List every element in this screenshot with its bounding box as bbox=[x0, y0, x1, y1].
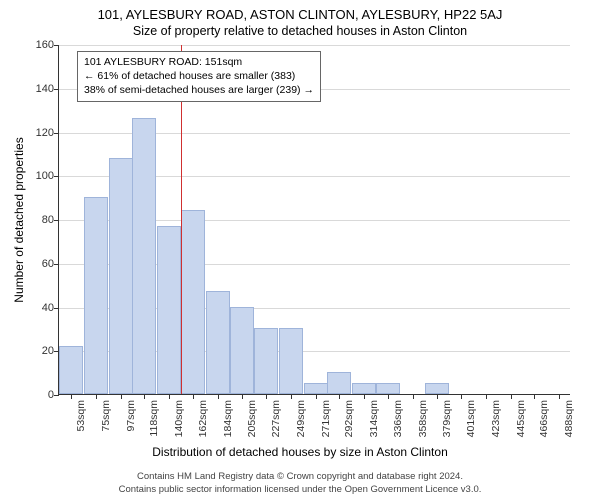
ytick-label: 20 bbox=[42, 345, 54, 357]
chart-title-line1: 101, AYLESBURY ROAD, ASTON CLINTON, AYLE… bbox=[0, 0, 600, 24]
xtick-label: 466sqm bbox=[538, 400, 550, 437]
histogram-bar bbox=[376, 383, 400, 394]
ytick-mark bbox=[54, 395, 59, 396]
xtick-mark bbox=[511, 394, 512, 399]
histogram-bar bbox=[230, 307, 254, 395]
xtick-label: 205sqm bbox=[246, 400, 258, 437]
histogram-bar bbox=[181, 210, 205, 394]
xtick-mark bbox=[339, 394, 340, 399]
chart-container: 101, AYLESBURY ROAD, ASTON CLINTON, AYLE… bbox=[0, 0, 600, 500]
histogram-bar bbox=[425, 383, 449, 394]
histogram-bar bbox=[109, 158, 133, 394]
ytick-mark bbox=[54, 89, 59, 90]
xtick-label: 75sqm bbox=[100, 400, 112, 432]
xtick-label: 53sqm bbox=[75, 400, 87, 432]
xtick-mark bbox=[144, 394, 145, 399]
xtick-label: 162sqm bbox=[197, 400, 209, 437]
xtick-mark bbox=[71, 394, 72, 399]
annotation-line2: ← 61% of detached houses are smaller (38… bbox=[84, 69, 314, 83]
xtick-label: 227sqm bbox=[270, 400, 282, 437]
histogram-bar bbox=[84, 197, 108, 394]
ytick-mark bbox=[54, 45, 59, 46]
ytick-label: 40 bbox=[42, 302, 54, 314]
xtick-mark bbox=[486, 394, 487, 399]
xtick-mark bbox=[534, 394, 535, 399]
ytick-label: 100 bbox=[36, 170, 54, 182]
y-axis-label: Number of detached properties bbox=[12, 137, 26, 302]
xtick-mark bbox=[266, 394, 267, 399]
xtick-mark bbox=[242, 394, 243, 399]
histogram-bar bbox=[279, 328, 303, 394]
xtick-label: 249sqm bbox=[295, 400, 307, 437]
xtick-mark bbox=[388, 394, 389, 399]
ytick-mark bbox=[54, 133, 59, 134]
histogram-bar bbox=[59, 346, 83, 394]
xtick-label: 292sqm bbox=[343, 400, 355, 437]
ytick-label: 140 bbox=[36, 83, 54, 95]
xtick-mark bbox=[364, 394, 365, 399]
xtick-mark bbox=[316, 394, 317, 399]
chart-title-line2: Size of property relative to detached ho… bbox=[0, 24, 600, 42]
xtick-label: 97sqm bbox=[125, 400, 137, 432]
histogram-bar bbox=[157, 226, 181, 394]
footer-line2: Contains public sector information licen… bbox=[0, 484, 600, 497]
ytick-label: 0 bbox=[48, 389, 54, 401]
ytick-mark bbox=[54, 351, 59, 352]
xtick-label: 445sqm bbox=[515, 400, 527, 437]
annotation-box: 101 AYLESBURY ROAD: 151sqm ← 61% of deta… bbox=[77, 51, 321, 102]
ytick-label: 60 bbox=[42, 258, 54, 270]
ytick-mark bbox=[54, 176, 59, 177]
xtick-label: 118sqm bbox=[148, 400, 160, 437]
ytick-label: 160 bbox=[36, 39, 54, 51]
ytick-mark bbox=[54, 308, 59, 309]
ytick-label: 80 bbox=[42, 214, 54, 226]
plot-region: 101 AYLESBURY ROAD: 151sqm ← 61% of deta… bbox=[58, 45, 570, 395]
annotation-line1: 101 AYLESBURY ROAD: 151sqm bbox=[84, 55, 314, 69]
xtick-label: 336sqm bbox=[392, 400, 404, 437]
histogram-bar bbox=[254, 328, 278, 394]
xtick-mark bbox=[96, 394, 97, 399]
xtick-label: 401sqm bbox=[465, 400, 477, 437]
xtick-mark bbox=[437, 394, 438, 399]
histogram-bar bbox=[206, 291, 230, 394]
ytick-mark bbox=[54, 220, 59, 221]
ytick-mark bbox=[54, 264, 59, 265]
x-axis-label: Distribution of detached houses by size … bbox=[0, 445, 600, 459]
xtick-label: 379sqm bbox=[441, 400, 453, 437]
ytick-label: 120 bbox=[36, 127, 54, 139]
xtick-mark bbox=[121, 394, 122, 399]
xtick-label: 314sqm bbox=[368, 400, 380, 437]
histogram-bar bbox=[352, 383, 376, 394]
footer-attribution: Contains HM Land Registry data © Crown c… bbox=[0, 471, 600, 497]
xtick-mark bbox=[218, 394, 219, 399]
xtick-label: 271sqm bbox=[320, 400, 332, 437]
xtick-label: 488sqm bbox=[563, 400, 575, 437]
histogram-bar bbox=[132, 118, 156, 394]
annotation-line3: 38% of semi-detached houses are larger (… bbox=[84, 83, 314, 97]
chart-area: 101 AYLESBURY ROAD: 151sqm ← 61% of deta… bbox=[58, 45, 570, 395]
footer-line1: Contains HM Land Registry data © Crown c… bbox=[0, 471, 600, 484]
histogram-bar bbox=[304, 383, 328, 394]
gridline bbox=[59, 45, 570, 46]
xtick-label: 140sqm bbox=[173, 400, 185, 437]
xtick-mark bbox=[413, 394, 414, 399]
xtick-mark bbox=[291, 394, 292, 399]
xtick-mark bbox=[169, 394, 170, 399]
xtick-label: 184sqm bbox=[222, 400, 234, 437]
xtick-mark bbox=[193, 394, 194, 399]
xtick-label: 358sqm bbox=[417, 400, 429, 437]
xtick-mark bbox=[461, 394, 462, 399]
xtick-label: 423sqm bbox=[490, 400, 502, 437]
xtick-mark bbox=[559, 394, 560, 399]
histogram-bar bbox=[327, 372, 351, 394]
